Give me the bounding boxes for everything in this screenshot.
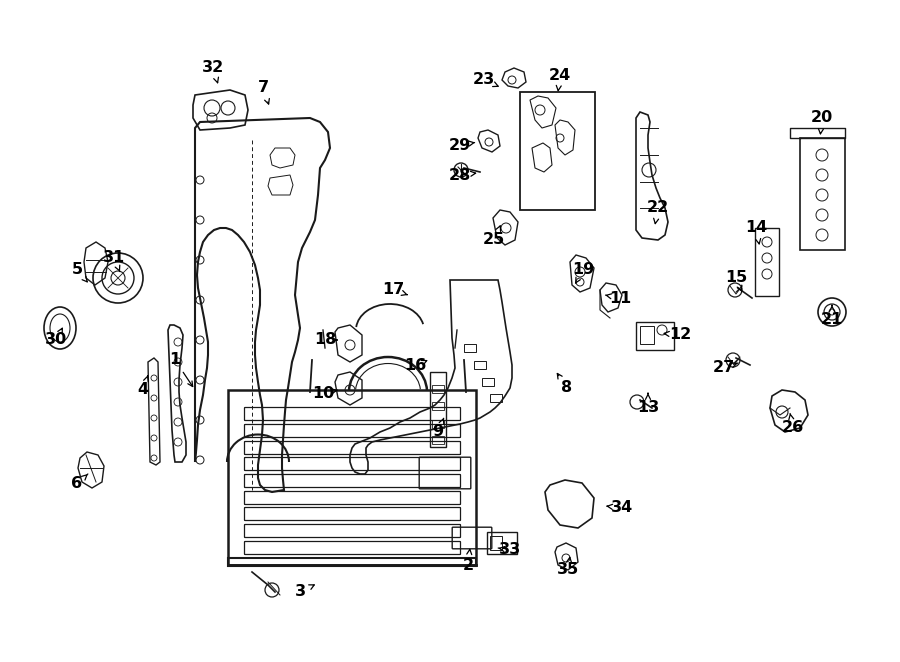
Text: 26: 26 xyxy=(782,420,804,436)
Text: 9: 9 xyxy=(432,424,444,440)
Text: 19: 19 xyxy=(572,263,594,277)
Text: 32: 32 xyxy=(202,60,224,75)
Text: 2: 2 xyxy=(463,557,473,573)
Text: 15: 15 xyxy=(724,271,747,285)
Text: 18: 18 xyxy=(314,332,336,348)
Bar xyxy=(228,390,476,565)
Text: 23: 23 xyxy=(472,73,495,87)
Bar xyxy=(228,558,476,566)
Text: 31: 31 xyxy=(103,250,125,265)
Text: 4: 4 xyxy=(138,383,148,397)
Bar xyxy=(490,536,502,550)
Bar xyxy=(520,92,595,210)
Text: 28: 28 xyxy=(449,167,471,183)
Bar xyxy=(464,344,476,352)
Bar xyxy=(432,402,444,410)
Bar xyxy=(432,385,444,393)
Bar xyxy=(490,394,502,402)
Bar xyxy=(640,326,654,344)
Text: 35: 35 xyxy=(557,563,579,577)
Text: 1: 1 xyxy=(169,352,181,367)
Text: 33: 33 xyxy=(499,542,521,557)
Bar xyxy=(487,532,517,554)
Text: 29: 29 xyxy=(449,138,471,152)
Bar xyxy=(482,378,494,386)
Bar xyxy=(474,361,486,369)
Text: 3: 3 xyxy=(294,585,306,600)
Bar xyxy=(432,420,444,428)
Text: 21: 21 xyxy=(821,312,843,328)
Text: 14: 14 xyxy=(745,220,767,236)
Text: 34: 34 xyxy=(611,500,633,516)
Text: 8: 8 xyxy=(562,381,572,395)
Text: 24: 24 xyxy=(549,68,572,83)
Text: 20: 20 xyxy=(811,111,833,126)
Text: 13: 13 xyxy=(637,401,659,416)
Text: 11: 11 xyxy=(609,291,631,305)
Bar xyxy=(755,228,779,296)
Bar xyxy=(800,138,845,250)
Bar xyxy=(432,436,444,444)
Text: 16: 16 xyxy=(404,359,426,373)
Text: 5: 5 xyxy=(71,263,83,277)
Text: 10: 10 xyxy=(312,385,334,401)
Text: 27: 27 xyxy=(713,361,735,375)
Text: 12: 12 xyxy=(669,328,691,342)
Bar xyxy=(430,372,446,447)
Text: 25: 25 xyxy=(483,232,505,248)
Text: 7: 7 xyxy=(257,81,268,95)
Text: 6: 6 xyxy=(71,477,83,491)
Text: 30: 30 xyxy=(45,332,68,348)
Text: 22: 22 xyxy=(647,201,669,216)
Bar xyxy=(636,322,674,350)
Text: 17: 17 xyxy=(382,283,404,297)
